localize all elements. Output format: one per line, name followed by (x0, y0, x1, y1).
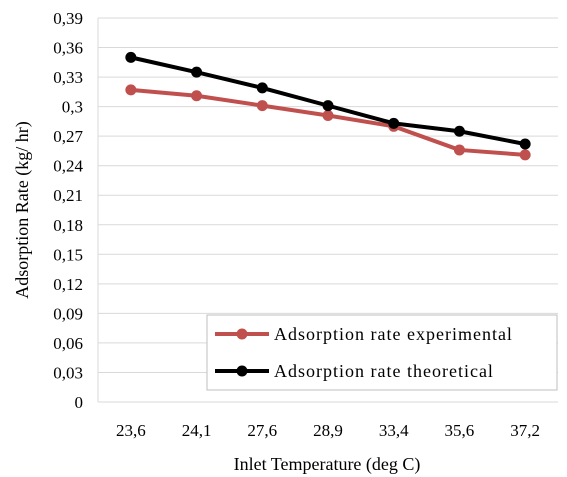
y-tick-label: 0,03 (53, 363, 83, 382)
y-tick-label: 0,06 (53, 334, 83, 353)
y-tick-label: 0,36 (53, 39, 83, 58)
y-tick-label: 0,15 (53, 245, 83, 264)
x-tick-labels: 23,6 24,1 27,6 28,9 33,4 35,6 37,2 (116, 421, 540, 440)
legend-label-theoretical: Adsorption rate theoretical (274, 361, 494, 381)
x-tick-label: 28,9 (313, 421, 343, 440)
data-point (322, 100, 334, 112)
y-tick-label: 0,12 (53, 275, 83, 294)
x-tick-label: 37,2 (510, 421, 540, 440)
legend: Adsorption rate experimental Adsorption … (206, 314, 558, 391)
data-point (256, 82, 268, 94)
data-point (125, 51, 137, 63)
legend-swatch-marker-experimental (236, 328, 248, 340)
data-point (256, 100, 268, 112)
gridlines (98, 17, 558, 373)
series-line (128, 87, 528, 157)
series-theoretical (125, 51, 531, 150)
x-tick-label: 27,6 (247, 421, 277, 440)
data-point (519, 138, 531, 150)
legend-box (206, 314, 558, 391)
data-point (191, 90, 203, 102)
x-tick-label: 24,1 (182, 421, 212, 440)
y-tick-label: 0,3 (62, 98, 83, 117)
data-point (125, 84, 137, 96)
x-tick-label: 33,4 (379, 421, 409, 440)
data-point (453, 144, 465, 156)
data-point (519, 149, 531, 161)
legend-entry-theoretical: Adsorption rate theoretical (215, 361, 494, 381)
y-tick-label: 0,18 (53, 216, 83, 235)
y-tick-label: 0,24 (53, 157, 83, 176)
plot-frame (97, 18, 558, 403)
x-axis-title: Inlet Temperature (deg C) (234, 454, 421, 475)
data-point (453, 125, 465, 137)
y-axis-title: Adsorption Rate (kg/ hr) (12, 121, 33, 298)
data-point (322, 109, 334, 121)
y-tick-label: 0,21 (53, 186, 83, 205)
series-experimental (125, 84, 531, 161)
legend-entry-experimental: Adsorption rate experimental (215, 324, 513, 344)
data-point (191, 66, 203, 78)
y-tick-label: 0 (75, 393, 84, 412)
legend-label-experimental: Adsorption rate experimental (274, 324, 513, 344)
x-tick-label: 23,6 (116, 421, 146, 440)
series-layer (125, 51, 531, 161)
legend-swatch-marker-theoretical (236, 365, 248, 377)
data-point (388, 117, 400, 129)
y-tick-label: 0,39 (53, 9, 83, 28)
y-tick-label: 0,27 (53, 127, 83, 146)
x-tick-label: 35,6 (445, 421, 475, 440)
y-tick-labels: 0 0,03 0,06 0,09 0,12 0,15 0,18 0,21 0,24 0,27 0,3… (53, 9, 83, 412)
y-tick-label: 0,09 (53, 304, 83, 323)
y-tick-label: 0,33 (53, 68, 83, 87)
